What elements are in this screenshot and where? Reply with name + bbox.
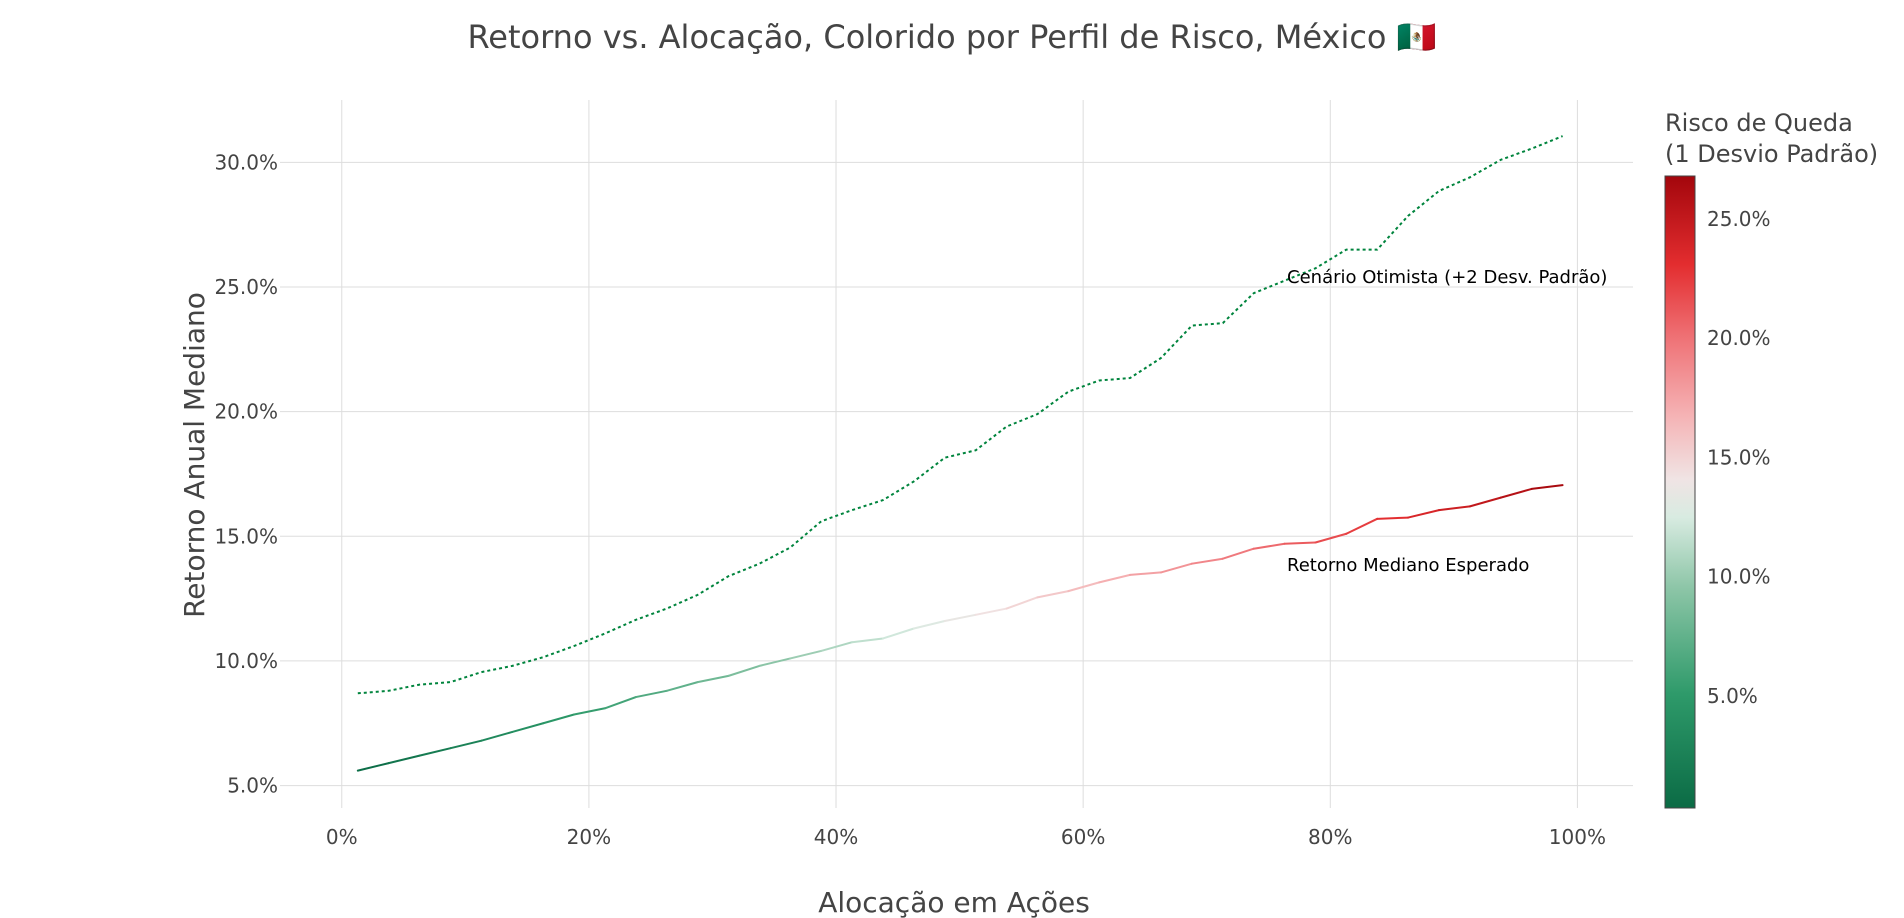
series-segment-median [665, 681, 699, 692]
colorbar-tick-label: 5.0% [1707, 684, 1758, 708]
series-segment-median [1407, 509, 1441, 519]
grid [280, 100, 1633, 808]
x-tick-label: 60% [1061, 825, 1105, 849]
series-segment-median [727, 664, 761, 677]
series-segment-median [387, 754, 421, 765]
series-segment-median [1036, 590, 1070, 599]
series-segment-median [634, 689, 668, 699]
x-tick-label: 80% [1308, 825, 1352, 849]
series-segment-median [1283, 541, 1317, 545]
series-segment-median [1376, 516, 1410, 520]
y-tick-label: 10.0% [214, 649, 278, 673]
series-segment-median [1345, 517, 1379, 535]
series-segment-median [573, 707, 606, 716]
series-layer [356, 135, 1564, 772]
series-segment-median [1005, 596, 1039, 610]
y-tick-label: 25.0% [214, 275, 278, 299]
series-segment-median [1159, 562, 1193, 574]
annotation-label: Retorno Mediano Esperado [1287, 555, 1529, 576]
colorbar-tick-label: 20.0% [1707, 326, 1771, 350]
series-segment-median [1129, 571, 1162, 576]
series-segment-median [418, 747, 452, 757]
series-segment-median [820, 641, 854, 652]
y-axis-title: Retorno Anual Mediano [178, 292, 211, 618]
x-tick-label: 40% [814, 825, 858, 849]
series-segment-median [603, 696, 637, 710]
series-segment-median [511, 722, 545, 733]
series-segment-median [1438, 505, 1471, 512]
colorbar-title-line2: (1 Desvio Padrão) [1665, 140, 1878, 168]
annotation-label: Cenário Otimista (+2 Desv. Padrão) [1287, 267, 1607, 288]
series-segment-median [1098, 573, 1132, 584]
series-segment-median [449, 739, 483, 750]
series-segment-median [912, 620, 946, 630]
x-axis-title: Alocação em Ações [818, 886, 1090, 918]
y-tick-label: 15.0% [214, 524, 278, 548]
series-segment-median [1221, 547, 1255, 560]
annotations: Cenário Otimista (+2 Desv. Padrão) Retorn… [1287, 267, 1607, 576]
series-segment-median [851, 637, 884, 644]
series-segment-median [1314, 532, 1348, 544]
series-segment-median [758, 657, 792, 667]
y-axis-ticks: 5.0% 10.0% 15.0% 20.0% 25.0% 30.0% [214, 150, 278, 797]
series-segment-median [1252, 542, 1286, 550]
series-segment-median [974, 607, 1008, 616]
colorbar-title-line1: Risco de Queda [1665, 109, 1853, 137]
series-segment-median [1530, 484, 1564, 490]
series-segment-median [1468, 496, 1502, 508]
x-tick-label: 0% [326, 825, 358, 849]
colorbar-gradient [1664, 175, 1696, 809]
x-axis-ticks: 0% 20% 40% 60% 80% 100% [326, 825, 1606, 849]
series-segment-median [696, 674, 730, 684]
colorbar-tick-label: 15.0% [1707, 445, 1771, 469]
y-tick-label: 20.0% [214, 400, 278, 424]
series-line-optimistic [357, 135, 1563, 695]
x-tick-label: 100% [1549, 825, 1606, 849]
series-segment-median [542, 713, 576, 725]
chart-title: Retorno vs. Alocação, Colorido por Perfi… [467, 18, 1436, 56]
series-segment-median [356, 762, 390, 772]
colorbar-ticks: 5.0% 10.0% 15.0% 20.0% 25.0% [1707, 207, 1771, 708]
y-tick-label: 5.0% [227, 774, 278, 798]
series-segment-median [789, 649, 823, 660]
colorbar: Risco de Queda (1 Desvio Padrão) 5.0% 10.… [1664, 109, 1878, 809]
series-segment-median [881, 627, 915, 640]
series-segment-median [943, 613, 977, 623]
series-segment-median [1190, 557, 1224, 565]
series-segment-median [1067, 581, 1101, 593]
x-tick-label: 20% [567, 825, 611, 849]
colorbar-tick-label: 25.0% [1707, 207, 1771, 231]
y-tick-label: 30.0% [214, 150, 278, 174]
series-segment-median [480, 730, 514, 742]
colorbar-tick-label: 10.0% [1707, 565, 1771, 589]
series-segment-median [1499, 487, 1533, 499]
